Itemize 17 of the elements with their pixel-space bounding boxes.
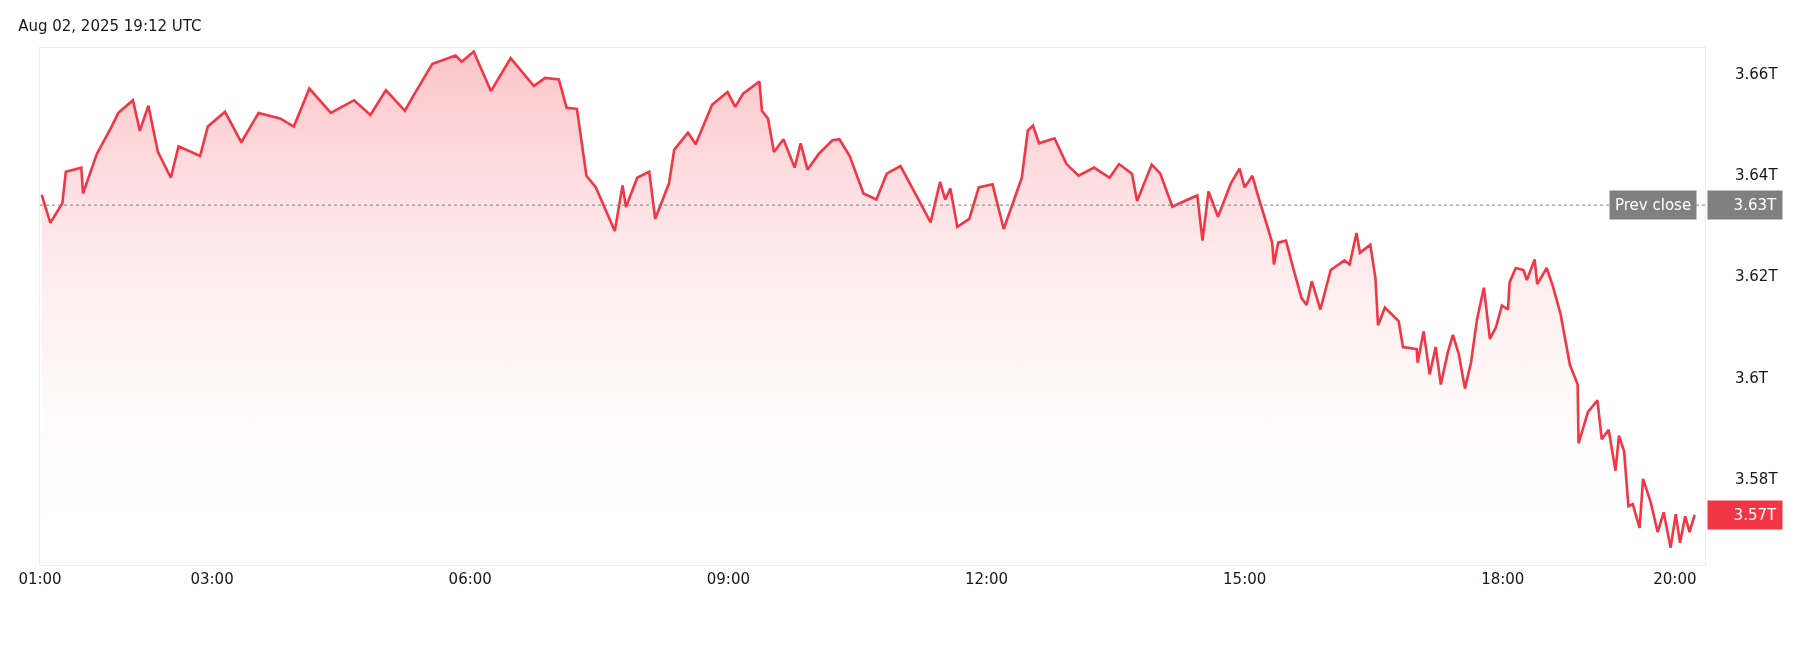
x-tick-label: 03:00 bbox=[190, 570, 234, 588]
text: 3.63T bbox=[1733, 196, 1777, 214]
y-tick-label: 3.64T bbox=[1735, 165, 1779, 184]
x-tick-label: 18:00 bbox=[1481, 570, 1525, 588]
text: 3.57T bbox=[1733, 506, 1777, 524]
y-tick-label: 3.62T bbox=[1735, 267, 1779, 286]
x-tick-label: 09:00 bbox=[706, 570, 750, 588]
x-tick-label: 01:00 bbox=[18, 570, 62, 588]
y-tick-label: 3.58T bbox=[1735, 470, 1779, 489]
y-tick-label: 3.6T bbox=[1735, 368, 1769, 387]
y-tick-label: 3.66T bbox=[1735, 64, 1779, 83]
x-tick-label: 06:00 bbox=[448, 570, 492, 588]
x-tick-label: 20:00 bbox=[1653, 570, 1697, 588]
x-tick-label: 15:00 bbox=[1223, 570, 1267, 588]
x-tick-label: 12:00 bbox=[964, 570, 1009, 588]
chart-title: Aug 02, 2025 19:12 UTC bbox=[18, 16, 202, 35]
ref-line-label: Prev close bbox=[1615, 196, 1692, 214]
